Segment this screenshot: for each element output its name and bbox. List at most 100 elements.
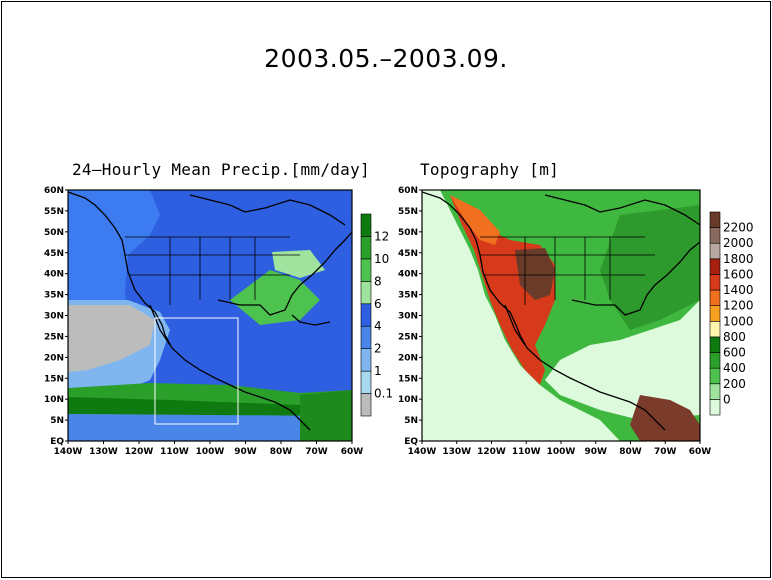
colorbar-label: 6	[374, 297, 382, 311]
precip-field-northeast	[272, 250, 325, 278]
colorbar-label: 4	[374, 319, 382, 333]
colorbar-label: 12	[374, 229, 389, 243]
precip-field-dry-region	[68, 305, 155, 372]
colorbar-label: 0.1	[374, 387, 393, 401]
colorbar-label: 200	[723, 377, 746, 391]
lon-tick-label: 100W	[196, 447, 225, 457]
colorbar-label: 2	[374, 342, 382, 356]
colorbar-bin	[709, 227, 721, 244]
colorbar-label: 1200	[723, 299, 754, 313]
topo-land-andes	[630, 395, 700, 441]
lat-tick-label: 20N	[398, 353, 418, 363]
colorbar-label: 1600	[723, 267, 754, 281]
colorbar-label: 600	[723, 346, 746, 360]
colorbar-bin	[709, 399, 721, 416]
lat-tick-label: 25N	[398, 332, 418, 342]
lon-tick-label: 100W	[547, 447, 576, 457]
colorbar-bin	[709, 211, 721, 228]
colorbar-label: 1800	[723, 252, 754, 266]
colorbar-label: 1	[374, 364, 382, 378]
topography-panel-title: Topography [m]	[420, 160, 560, 179]
colorbar-bin	[360, 236, 372, 260]
lon-tick-label: 110W	[160, 447, 189, 457]
colorbar-bin	[709, 352, 721, 369]
lon-tick-label: 130W	[442, 447, 471, 457]
precip-field-south-america	[300, 390, 352, 441]
colorbar-bin	[360, 325, 372, 349]
colorbar-label: 800	[723, 330, 746, 344]
lon-tick-label: 140W	[54, 447, 83, 457]
lon-tick-label: 80W	[619, 447, 642, 457]
colorbar-bin	[360, 348, 372, 372]
lat-tick-label: 15N	[398, 374, 418, 384]
lat-tick-label: 30N	[44, 312, 64, 322]
colorbar-label: 2000	[723, 236, 754, 250]
lat-tick-label: 50N	[44, 228, 64, 238]
precip-state-borders	[125, 236, 300, 305]
precip-analysis-box	[154, 317, 239, 425]
lat-tick-label: 45N	[398, 249, 418, 259]
lat-tick-label: 50N	[398, 228, 418, 238]
colorbar-label: 0	[723, 392, 731, 406]
lon-tick-label: 140W	[408, 447, 437, 457]
lon-tick-label: 130W	[89, 447, 118, 457]
lat-tick-label: 60N	[44, 186, 64, 196]
colorbar-label: 400	[723, 361, 746, 375]
colorbar-label: 1400	[723, 283, 754, 297]
colorbar-bin	[709, 336, 721, 353]
lon-tick-label: 70W	[654, 447, 677, 457]
colorbar-bin	[709, 321, 721, 338]
colorbar-label: 1000	[723, 314, 754, 328]
colorbar-bin	[709, 274, 721, 291]
topo-land-northwest	[450, 195, 500, 245]
colorbar-bin	[360, 393, 372, 417]
lat-tick-label: 45N	[44, 249, 64, 259]
lat-tick-label: 5N	[50, 416, 64, 426]
colorbar-bin	[709, 305, 721, 322]
colorbar-bin	[360, 303, 372, 327]
precip-panel-title: 24–Hourly Mean Precip.[mm/day]	[72, 160, 370, 179]
lat-tick-label: 20N	[44, 353, 64, 363]
lat-tick-label: EQ	[50, 437, 64, 447]
precip-lon-labels: 140W 130W 120W 110W 100W 90W 80W 70W 60W	[54, 441, 364, 457]
topo-state-borders	[480, 236, 655, 305]
lon-tick-label: 120W	[125, 447, 154, 457]
lat-tick-label: 40N	[44, 270, 64, 280]
colorbar-bin	[360, 281, 372, 305]
topo-lon-labels: 140W 130W 120W 110W 100W 90W 80W 70W 60W	[408, 441, 712, 457]
lon-tick-label: 80W	[270, 447, 293, 457]
lat-tick-label: 40N	[398, 270, 418, 280]
lon-tick-label: 110W	[512, 447, 541, 457]
lat-tick-label: EQ	[404, 437, 418, 447]
precip-coastlines	[68, 191, 352, 431]
lat-tick-label: 15N	[44, 374, 64, 384]
topo-coastlines	[422, 191, 700, 431]
colorbar-bin	[709, 367, 721, 385]
lat-tick-label: 55N	[44, 207, 64, 217]
lon-tick-label: 90W	[585, 447, 608, 457]
lat-tick-label: 60N	[398, 186, 418, 196]
colorbar-bin	[709, 289, 721, 306]
colorbar-bin	[360, 213, 372, 237]
lon-tick-label: 70W	[305, 447, 328, 457]
colorbar-label: 2200	[723, 221, 754, 235]
colorbar-bin	[709, 242, 721, 260]
lat-tick-label: 10N	[398, 395, 418, 405]
lat-tick-label: 25N	[44, 332, 64, 342]
lon-tick-label: 60W	[689, 447, 712, 457]
colorbar-bin	[709, 258, 721, 275]
topo-lat-labels: 60N 55N 50N 45N 40N 35N 30N 25N 20N 15N 10N 5N EQ	[398, 186, 422, 447]
precip-field-south	[68, 414, 352, 441]
lon-tick-label: 60W	[341, 447, 364, 457]
topography-map: 60N 55N 50N 45N 40N 35N 30N 25N 20N 15N 10N 5N EQ 14…	[398, 186, 754, 457]
colorbar-label: 10	[374, 252, 389, 266]
lat-tick-label: 35N	[44, 291, 64, 301]
precip-lat-labels: 60N 55N 50N 45N 40N 35N 30N 25N 20N 15N 10N 5N EQ	[44, 186, 68, 447]
colorbar-bin	[360, 258, 372, 282]
